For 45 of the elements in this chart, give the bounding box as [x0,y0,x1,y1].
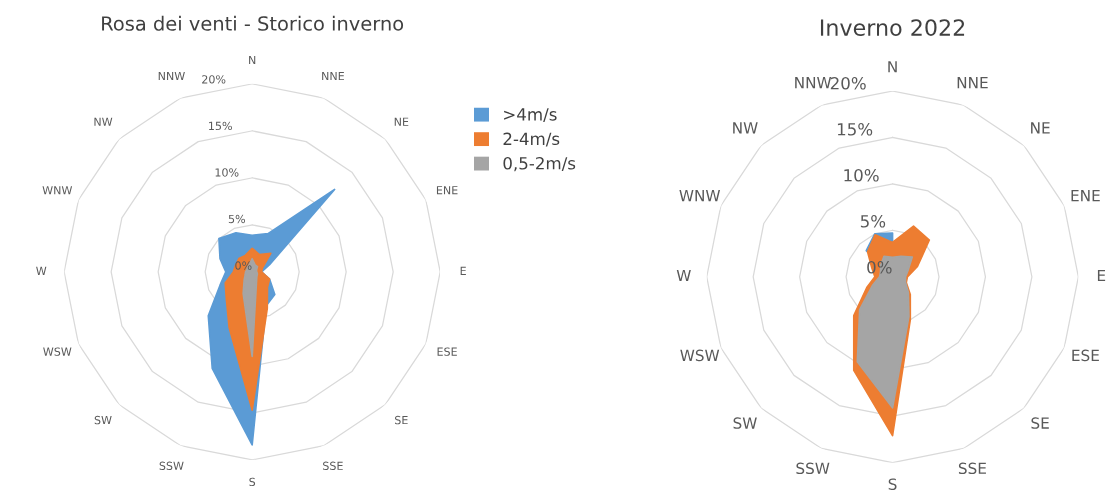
spoke-label: NE [1031,122,1050,134]
spoke-label: WSW [43,347,72,356]
spoke-label: NNE [957,77,988,89]
spoke-label: S [888,478,897,490]
y-tick-label: 20% [830,76,866,90]
spoke-label: S [249,477,256,487]
y-tick-label: 15% [209,121,232,131]
spoke-label: ESE [1072,349,1099,362]
spoke-label: NE [394,117,409,126]
spoke-label: E [460,266,466,275]
chart-title: Inverno 2022 [820,19,965,37]
spoke-label: ENE [1071,190,1100,202]
spoke-label: WSW [680,349,720,362]
spoke-label: SSE [323,461,343,470]
spoke-label: WNW [42,186,73,195]
legend-label: >4m/s [504,108,557,122]
spoke-label: SSW [159,461,184,470]
spoke-label: ENE [436,186,458,195]
spoke-label: N [888,61,897,73]
spoke-label: W [36,266,47,275]
spoke-label: ESE [437,347,457,356]
y-tick-label: 5% [228,214,246,224]
legend-label: 2-4m/s [503,132,560,147]
y-tick-label: 20% [202,75,226,84]
spoke-label: SSE [958,462,986,475]
spoke-label: SE [395,415,408,425]
spoke-label: W [676,269,691,282]
spoke-label: WNW [679,190,721,202]
chart-title: Rosa dei venti - Storico inverno [102,15,404,31]
spoke-label: SW [94,415,112,425]
spoke-label: NNE [322,71,344,81]
spoke-label: E [1097,269,1106,282]
spoke-label: SE [1031,417,1049,429]
spoke-label: NW [733,122,758,134]
y-tick-label: 10% [215,168,239,177]
y-tick-label: 15% [837,122,873,136]
spoke-label: NNW [158,71,185,81]
y-tick-label: 10% [844,168,879,182]
legend-label: 0,5-2m/s [503,156,576,172]
y-tick-label: 5% [860,214,886,228]
spoke-label: NW [94,117,113,126]
spoke-label: N [249,55,256,65]
spoke-label: SW [733,417,757,429]
spoke-label: SSW [796,462,830,475]
spoke-label: NNW [795,77,832,89]
